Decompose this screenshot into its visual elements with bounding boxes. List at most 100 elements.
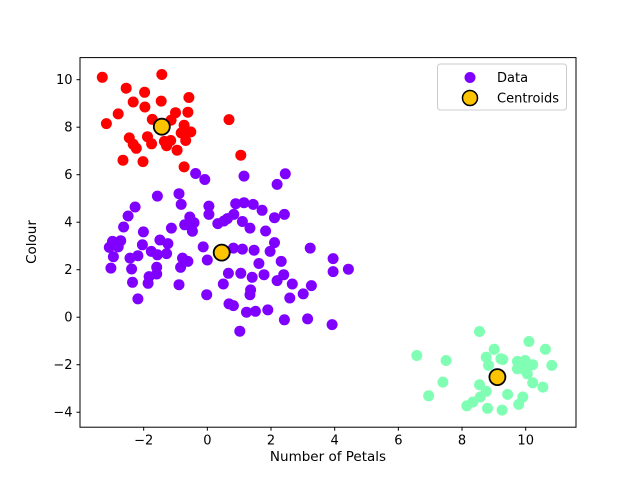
data-point xyxy=(256,204,268,216)
data-point xyxy=(186,225,198,237)
data-point xyxy=(137,156,149,168)
data-point xyxy=(253,258,265,269)
y-tick-label: 4 xyxy=(64,216,72,231)
data-point xyxy=(223,114,235,126)
data-point xyxy=(151,249,163,261)
data-point xyxy=(238,170,250,182)
data-point xyxy=(537,381,549,393)
data-point xyxy=(440,355,452,366)
data-point xyxy=(461,400,473,412)
data-point xyxy=(342,263,354,275)
data-point xyxy=(161,140,173,152)
data-point xyxy=(264,245,276,257)
data-point xyxy=(527,377,539,389)
data-point xyxy=(326,319,338,331)
data-point xyxy=(279,168,291,180)
x-tick-label: 2 xyxy=(267,434,275,449)
data-point xyxy=(175,261,187,273)
data-point xyxy=(130,142,142,154)
data-point xyxy=(228,208,240,220)
data-point xyxy=(183,92,195,103)
centroid-point xyxy=(212,243,231,262)
data-point xyxy=(222,267,234,279)
y-tick-label: 2 xyxy=(64,263,72,278)
data-point xyxy=(527,359,539,371)
data-point xyxy=(474,379,485,391)
data-point xyxy=(188,217,200,229)
data-point xyxy=(155,95,167,107)
y-tick-label: 10 xyxy=(56,73,73,88)
data-point xyxy=(235,149,247,161)
data-point xyxy=(112,241,124,253)
centroid-point xyxy=(152,117,171,136)
data-point xyxy=(199,174,211,185)
data-point xyxy=(249,305,261,317)
data-point xyxy=(278,314,290,326)
data-point xyxy=(197,241,209,253)
data-point xyxy=(236,243,248,255)
x-axis: −2 0 2 4 6 8 10 xyxy=(134,427,534,449)
x-tick-label: −2 xyxy=(134,434,153,449)
data-point xyxy=(539,343,551,355)
data-point xyxy=(227,300,239,312)
data-point xyxy=(118,221,130,233)
y-tick-label: −2 xyxy=(53,358,72,373)
data-point xyxy=(212,218,224,230)
y-tick-label: 0 xyxy=(64,311,72,326)
legend-centroids-marker-icon xyxy=(461,89,479,107)
x-tick-label: 0 xyxy=(203,434,211,449)
data-point xyxy=(260,225,272,237)
legend: Data Centroids xyxy=(437,63,567,111)
legend-data-label: Data xyxy=(497,71,528,86)
data-point xyxy=(480,351,492,363)
data-point xyxy=(513,398,525,410)
data-point xyxy=(161,248,173,260)
data-point xyxy=(513,362,525,374)
y-tick-label: 8 xyxy=(64,121,72,136)
data-point xyxy=(112,108,124,120)
x-tick-label: 8 xyxy=(458,434,466,449)
data-point xyxy=(117,154,129,166)
data-point xyxy=(132,293,144,305)
data-point xyxy=(120,82,132,94)
data-point xyxy=(122,210,134,222)
data-point xyxy=(127,96,139,108)
y-tick-label: −4 xyxy=(53,406,72,421)
data-point xyxy=(258,269,270,281)
data-point xyxy=(203,200,215,212)
data-point xyxy=(278,269,290,281)
data-point xyxy=(284,292,296,304)
data-point xyxy=(96,71,108,83)
data-point xyxy=(521,368,533,380)
data-point xyxy=(488,343,500,355)
data-point xyxy=(235,267,247,279)
data-point xyxy=(165,222,177,234)
data-point xyxy=(139,86,151,98)
legend-centroids-label: Centroids xyxy=(497,92,559,107)
x-tick-label: 6 xyxy=(394,434,402,449)
data-point xyxy=(302,313,314,325)
data-point xyxy=(201,254,213,266)
data-point xyxy=(230,198,242,210)
y-axis: −4 −2 0 2 4 6 8 10 xyxy=(53,73,80,421)
data-point xyxy=(156,69,168,80)
data-point xyxy=(146,138,158,150)
x-axis-label: Number of Petals xyxy=(270,449,386,465)
data-point xyxy=(247,198,259,210)
data-points-layer xyxy=(96,69,558,416)
data-point xyxy=(103,241,115,253)
data-point xyxy=(304,242,316,254)
data-point xyxy=(502,388,514,400)
data-point xyxy=(286,278,298,290)
data-point xyxy=(162,238,174,250)
data-point xyxy=(327,253,339,265)
data-point xyxy=(217,278,229,290)
data-point xyxy=(246,271,258,283)
data-point xyxy=(129,201,141,213)
data-point xyxy=(182,106,194,118)
data-point xyxy=(275,255,287,267)
data-point xyxy=(234,325,246,337)
y-tick-label: 6 xyxy=(64,168,72,183)
data-point xyxy=(241,306,252,318)
